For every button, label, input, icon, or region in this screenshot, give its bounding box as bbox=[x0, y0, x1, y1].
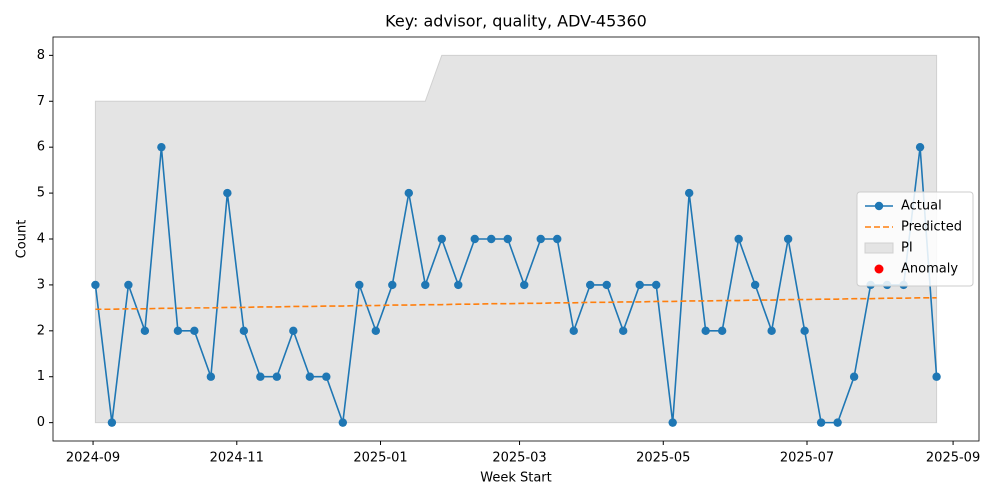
data-point bbox=[173, 326, 183, 336]
data-point bbox=[734, 234, 743, 244]
prediction-interval bbox=[94, 54, 938, 424]
data-point bbox=[272, 372, 282, 381]
x-tick-label: 2024-11 bbox=[210, 451, 264, 466]
data-point bbox=[223, 188, 232, 198]
data-point bbox=[157, 142, 166, 152]
data-point bbox=[239, 326, 249, 336]
data-point bbox=[668, 418, 677, 427]
data-point bbox=[849, 372, 859, 381]
y-tick-label: 4 bbox=[37, 232, 45, 247]
data-point bbox=[833, 418, 842, 427]
x-tick-label: 2025-03 bbox=[492, 451, 546, 466]
y-axis-label: Count bbox=[15, 220, 30, 259]
data-point bbox=[338, 418, 348, 427]
x-tick-label: 2024-09 bbox=[66, 451, 120, 466]
x-tick-label: 2025-01 bbox=[353, 451, 407, 466]
data-point bbox=[767, 326, 776, 336]
data-point bbox=[684, 188, 694, 198]
series-line bbox=[95, 296, 937, 311]
data-point bbox=[404, 188, 413, 198]
data-point bbox=[454, 280, 463, 290]
data-point bbox=[635, 280, 644, 290]
data-point bbox=[437, 234, 446, 244]
y-tick-label: 7 bbox=[37, 94, 45, 109]
data-point bbox=[371, 326, 381, 336]
data-point bbox=[421, 280, 430, 290]
data-point bbox=[619, 326, 628, 336]
data-point bbox=[190, 326, 199, 336]
data-point bbox=[503, 234, 512, 244]
legend-label: Predicted bbox=[901, 220, 962, 235]
data-point bbox=[206, 372, 216, 381]
data-point bbox=[487, 234, 496, 244]
y-tick-label: 5 bbox=[37, 186, 45, 201]
y-tick-label: 3 bbox=[37, 277, 45, 292]
y-tick-label: 6 bbox=[37, 140, 45, 155]
data-point bbox=[586, 280, 595, 290]
legend-label: Actual bbox=[901, 199, 942, 214]
data-point bbox=[536, 234, 545, 244]
x-tick-label: 2025-07 bbox=[780, 451, 834, 466]
data-point bbox=[651, 280, 661, 290]
data-point bbox=[388, 280, 397, 290]
data-point bbox=[355, 280, 364, 290]
data-point bbox=[915, 142, 925, 152]
x-axis-label: Week Start bbox=[480, 471, 552, 486]
legend: Actual Predicted PI Anomaly bbox=[856, 191, 974, 287]
data-point bbox=[305, 372, 315, 381]
data-point bbox=[470, 234, 479, 244]
data-point bbox=[256, 372, 265, 381]
data-point bbox=[107, 418, 117, 427]
y-tick-label: 1 bbox=[37, 369, 45, 384]
x-tick-label: 2025-09 bbox=[926, 451, 980, 466]
x-tick-label: 2025-05 bbox=[636, 451, 690, 466]
data-point bbox=[140, 326, 150, 336]
data-point bbox=[816, 418, 826, 427]
data-point bbox=[322, 372, 331, 381]
legend-box bbox=[856, 191, 974, 287]
y-tick-label: 0 bbox=[37, 415, 45, 430]
legend-swatch bbox=[864, 242, 894, 254]
data-point bbox=[932, 372, 941, 381]
data-point bbox=[783, 234, 793, 244]
legend-swatch bbox=[874, 264, 884, 274]
series-line bbox=[94, 147, 938, 424]
y-tick-label: 8 bbox=[37, 48, 45, 63]
y-tick-label: 2 bbox=[37, 323, 45, 338]
data-point bbox=[569, 326, 578, 336]
data-point bbox=[520, 280, 529, 290]
data-point bbox=[289, 326, 298, 336]
data-point bbox=[602, 280, 611, 290]
legend-label: PI bbox=[901, 241, 913, 256]
data-point bbox=[91, 280, 100, 290]
data-point bbox=[124, 280, 133, 290]
data-point bbox=[701, 326, 710, 336]
data-point bbox=[800, 326, 809, 336]
legend-marker bbox=[874, 201, 884, 211]
data-point bbox=[750, 280, 760, 290]
data-point bbox=[717, 326, 727, 336]
legend-label: Anomaly bbox=[901, 262, 958, 277]
data-point bbox=[553, 234, 562, 244]
chart-title: Key: advisor, quality, ADV-45360 bbox=[385, 12, 647, 31]
